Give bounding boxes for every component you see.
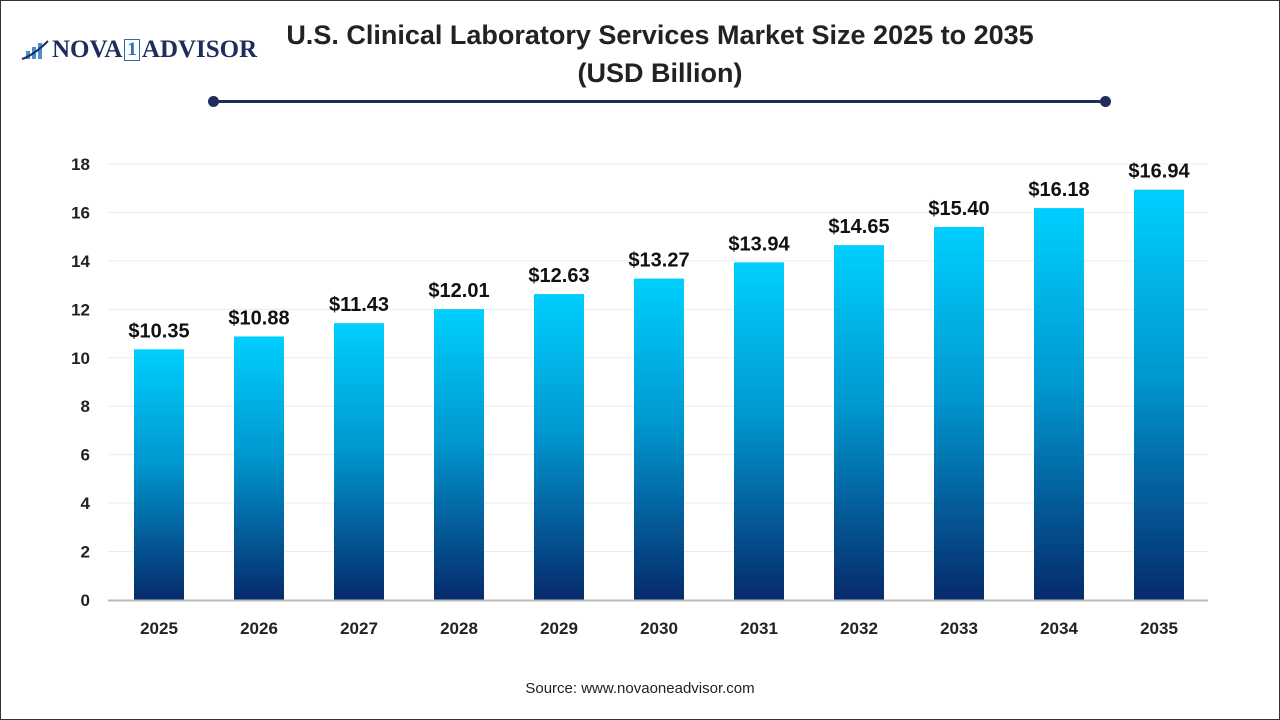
bar-2032 (834, 245, 884, 600)
x-tick-label: 2030 (640, 619, 678, 638)
y-tick-label: 18 (71, 155, 90, 174)
y-tick-label: 14 (71, 252, 90, 271)
data-label: $13.27 (628, 250, 689, 272)
source-note: Source: www.novaoneadvisor.com (525, 680, 755, 697)
x-tick-label: 2032 (840, 619, 878, 638)
y-tick-label: 8 (81, 397, 90, 416)
y-tick-label: 12 (71, 300, 90, 319)
data-label: $12.01 (428, 280, 489, 302)
y-tick-label: 0 (81, 591, 90, 610)
bar-2034 (1034, 208, 1084, 600)
bar-2028 (434, 309, 484, 600)
data-label: $10.88 (228, 307, 289, 329)
bar-2027 (334, 323, 384, 600)
logo-text-right: ADVISOR (141, 36, 258, 63)
bar-2030 (634, 278, 684, 600)
logo: NOVA 1 ADVISOR (20, 36, 257, 64)
x-tick-label: 2027 (340, 619, 378, 638)
x-tick-label: 2031 (740, 619, 778, 638)
title-rule (213, 100, 1106, 103)
x-tick-label: 2034 (1040, 619, 1078, 638)
bar-2031 (734, 262, 784, 600)
x-tick-label: 2035 (1140, 619, 1178, 638)
data-label: $10.35 (128, 320, 189, 342)
data-label: $13.94 (728, 233, 790, 255)
y-tick-label: 2 (81, 543, 90, 562)
bar-2025 (134, 349, 184, 600)
data-label: $12.63 (528, 265, 589, 287)
data-label: $15.40 (928, 198, 989, 220)
bar-2029 (534, 294, 584, 600)
chart-title: U.S. Clinical Laboratory Services Market… (250, 16, 1070, 92)
x-tick-label: 2026 (240, 619, 278, 638)
title-rule-dot-right (1100, 96, 1111, 107)
data-label: $16.94 (1128, 161, 1190, 183)
chart-title-main: U.S. Clinical Laboratory Services Market… (286, 20, 1034, 50)
bar-2026 (234, 336, 284, 600)
title-rule-dot-left (208, 96, 219, 107)
data-label: $11.43 (329, 294, 389, 316)
bar-2035 (1134, 189, 1184, 601)
y-tick-label: 4 (81, 494, 91, 513)
logo-bars-icon (21, 40, 49, 60)
y-tick-label: 6 (81, 446, 90, 465)
logo-text-mid: 1 (124, 39, 140, 61)
x-tick-label: 2028 (440, 619, 478, 638)
x-tick-label: 2029 (540, 619, 578, 638)
bar-2033 (934, 226, 984, 600)
data-label: $14.65 (828, 216, 889, 238)
data-label: $16.18 (1028, 179, 1089, 201)
x-tick-label: 2033 (940, 619, 978, 638)
y-tick-label: 10 (71, 349, 90, 368)
y-tick-label: 16 (71, 203, 90, 222)
chart-subtitle: (USD Billion) (577, 58, 743, 88)
x-tick-label: 2025 (140, 619, 178, 638)
logo-text-left: NOVA (52, 36, 123, 63)
